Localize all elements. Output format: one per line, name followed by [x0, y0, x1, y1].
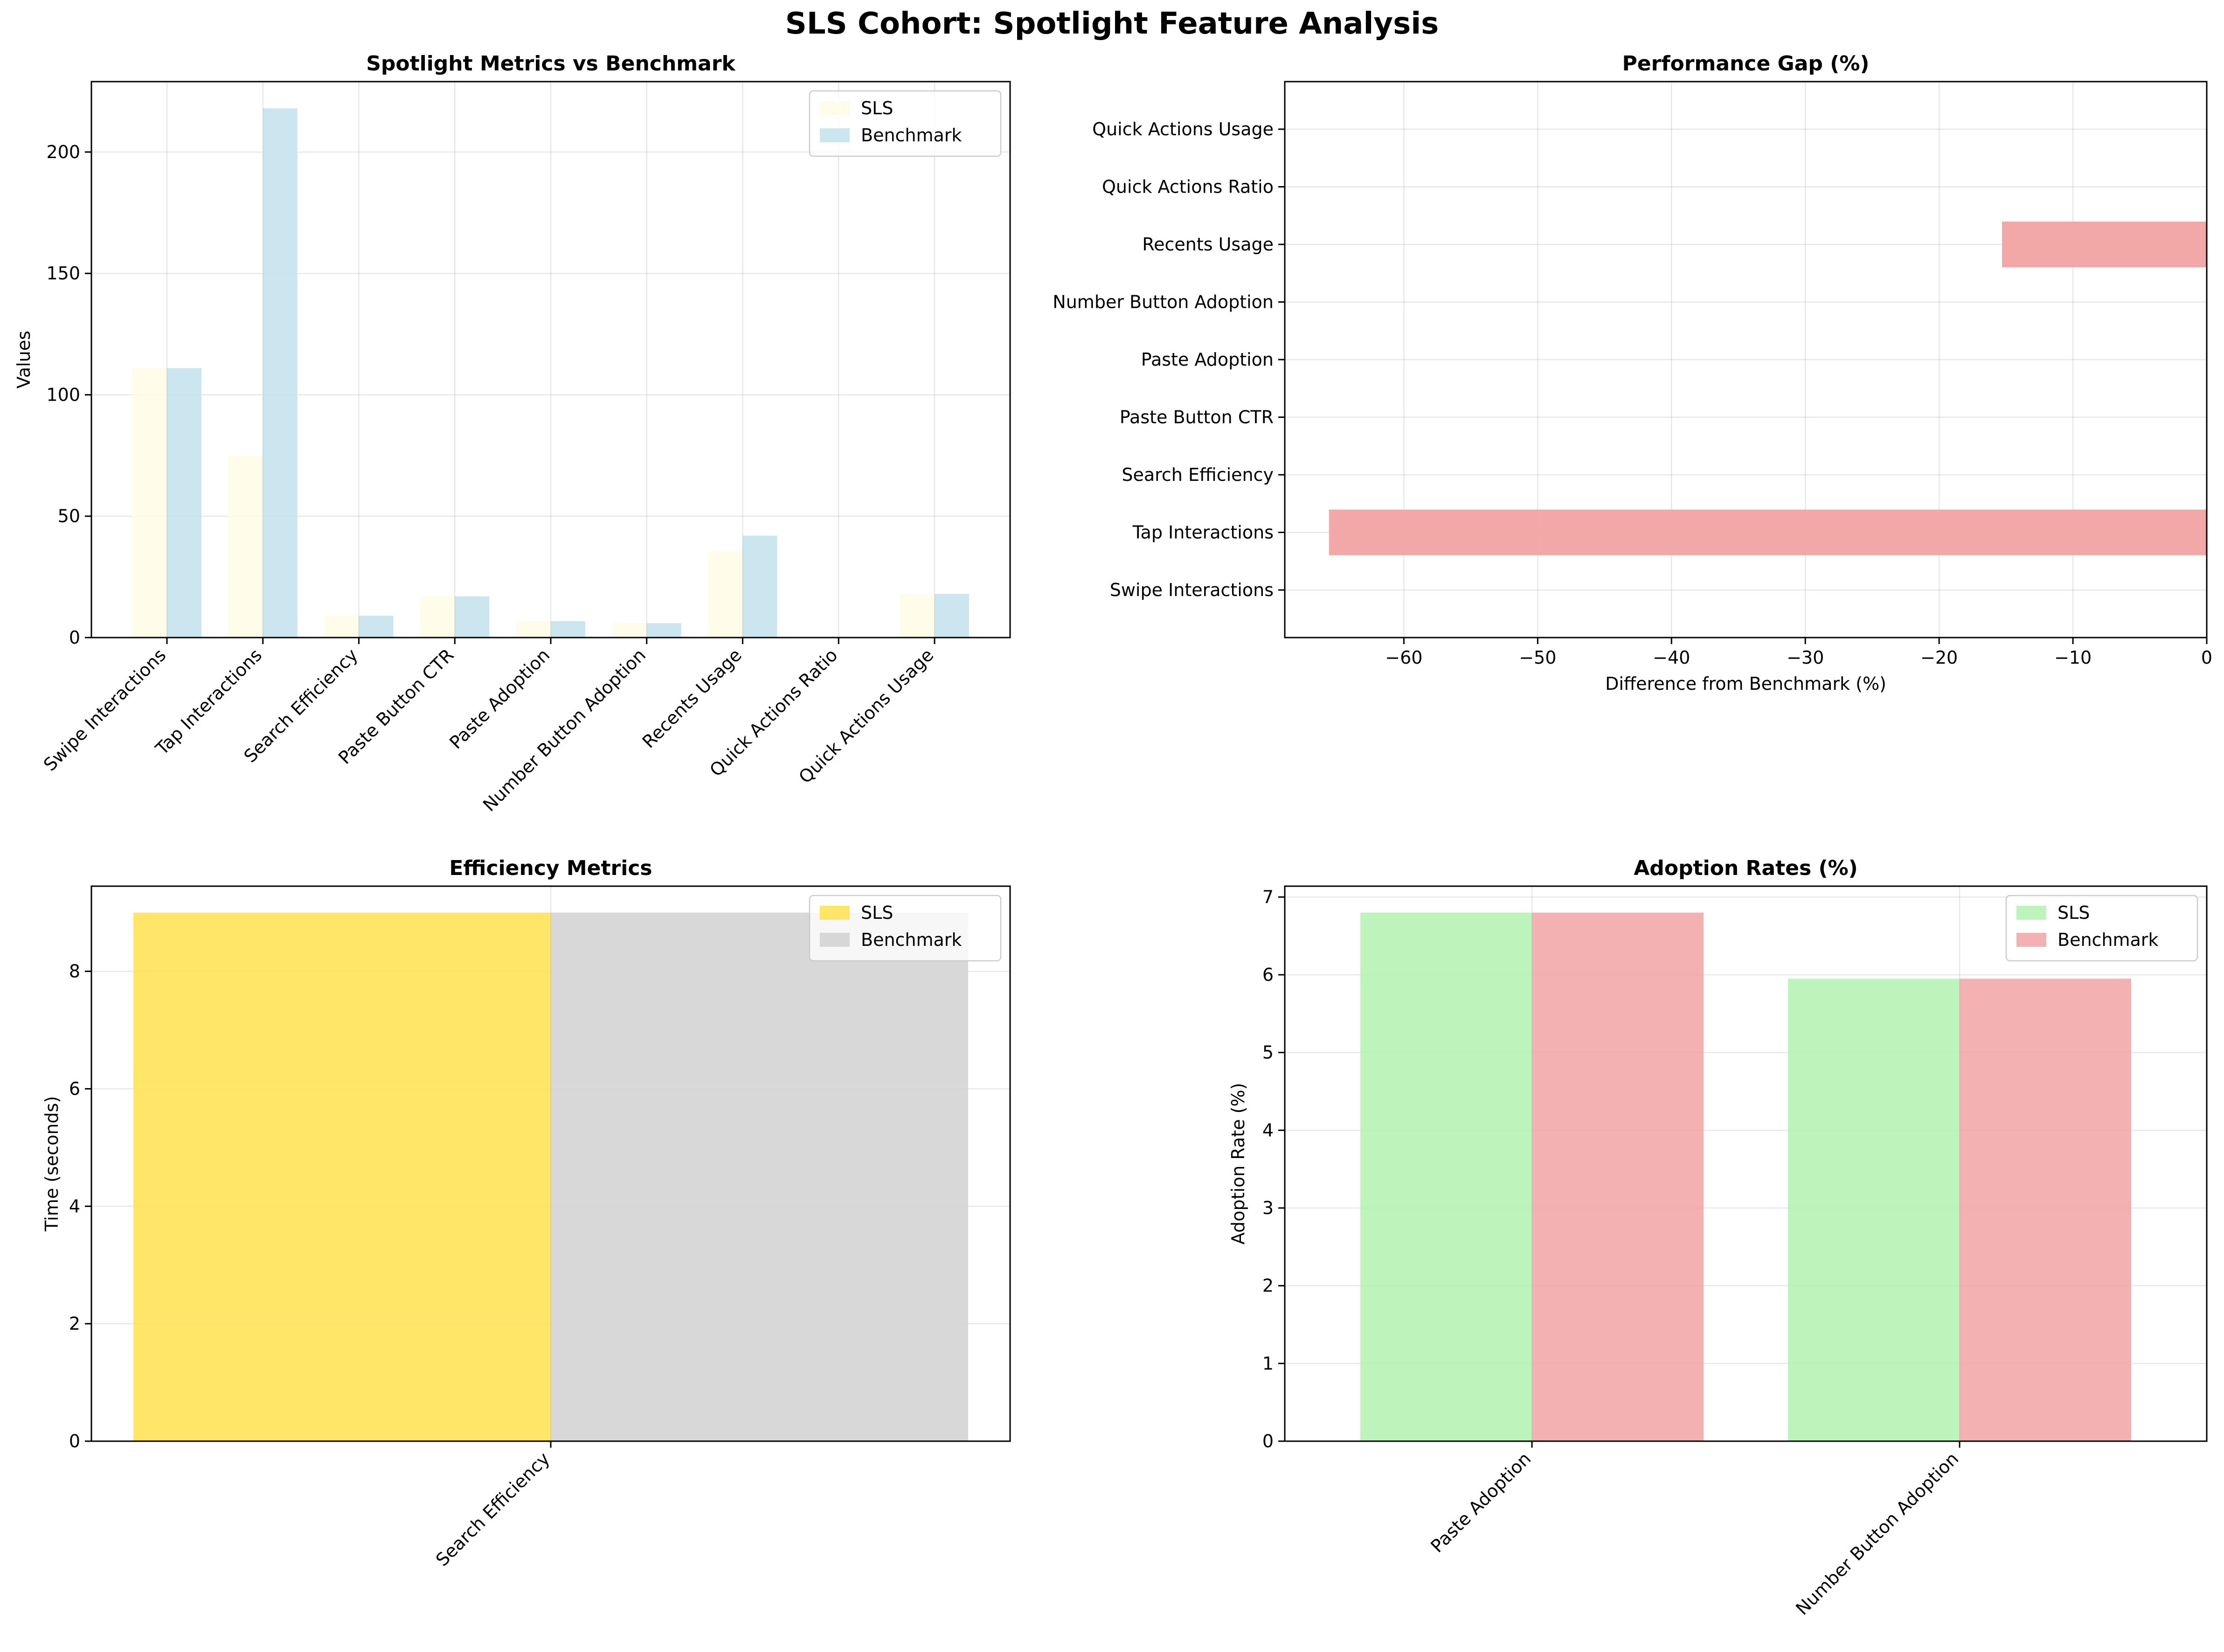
legend-swatch-benchmark	[820, 128, 850, 142]
chart-eff: 0 2 4 6 8 Search Efficiency Efficiency Metrics…	[42, 856, 1011, 1570]
gap-xtick-label: −20	[1920, 647, 1958, 668]
xtick-label-search-efficiency: Search Efficiency	[432, 1448, 554, 1570]
xtick-label-tap-interactions: Tap Interactions	[151, 645, 266, 759]
bar-sls-paste-button-ctr	[420, 596, 455, 638]
main-frame	[90, 81, 1011, 639]
xtick-label-number-button-adoption: Number Button Adoption	[1792, 1448, 1962, 1619]
main-ytick-label: 200	[46, 142, 80, 162]
eff-title: Efficiency Metrics	[449, 856, 652, 880]
legend-swatch-sls	[820, 906, 850, 920]
bar-benchmark-number-button-adoption	[646, 623, 681, 638]
ytick-label-number-button-adoption: Number Button Adoption	[1053, 292, 1274, 312]
gap-xtick-label: −30	[1787, 647, 1824, 668]
bar-benchmark-number-button-adoption	[1960, 979, 2131, 1441]
adopt-ytick-label: 2	[1262, 1276, 1274, 1296]
ytick-label-paste-adoption: Paste Adoption	[1141, 349, 1274, 370]
main-ytick-label: 50	[58, 506, 80, 527]
bar-benchmark-recents-usage	[742, 535, 777, 638]
eff-ylabel: Time (seconds)	[42, 1096, 62, 1232]
xtick-label-paste-adoption: Paste Adoption	[445, 645, 554, 753]
gap-frame	[1284, 81, 2208, 639]
chart-adopt: 0 1 2 3 4 5 6 7 Paste Adoption Number Button Adop…	[1228, 856, 2208, 1619]
bar-benchmark-swipe-interactions	[167, 368, 201, 638]
gap-title: Performance Gap (%)	[1622, 52, 1870, 76]
adopt-ytick-label: 1	[1262, 1353, 1274, 1374]
main-ytick-label: 150	[46, 263, 80, 284]
xtick-label-number-button-adoption: Number Button Adoption	[479, 645, 650, 815]
xtick-label-recents-usage: Recents Usage	[638, 645, 746, 752]
main-ytick-label: 100	[46, 384, 80, 405]
adopt-ytick-label: 3	[1262, 1198, 1274, 1218]
legend-label-sls: SLS	[2058, 902, 2090, 923]
adopt-ytick-label: 4	[1262, 1120, 1274, 1140]
eff-frame	[90, 885, 1011, 1442]
bar-sls-paste-adoption	[516, 621, 551, 638]
xtick-label-paste-adoption: Paste Adoption	[1427, 1448, 1535, 1556]
adopt-ytick-label: 0	[1262, 1431, 1274, 1451]
gap-xtick-label: −50	[1519, 647, 1556, 668]
main-ylabel: Values	[14, 331, 34, 389]
gap-xlabel: Difference from Benchmark (%)	[1605, 673, 1886, 694]
legend-label-benchmark: Benchmark	[861, 930, 962, 950]
adopt-ytick-label: 5	[1262, 1042, 1274, 1063]
main-title: Spotlight Metrics vs Benchmark	[366, 52, 736, 76]
legend-label-benchmark: Benchmark	[2058, 930, 2158, 950]
gap-xtick-label: −40	[1653, 647, 1690, 668]
legend-swatch-sls	[820, 101, 850, 115]
adopt-ylabel: Adoption Rate (%)	[1228, 1083, 1248, 1245]
ytick-label-search-efficiency: Search Efficiency	[1122, 465, 1274, 485]
bar-benchmark-quick-actions-usage	[935, 594, 969, 638]
eff-ytick-label: 6	[69, 1078, 80, 1099]
bar-sls-recents-usage	[708, 551, 743, 638]
adopt-ytick-label: 7	[1262, 887, 1274, 907]
adopt-ytick-label: 6	[1262, 965, 1274, 985]
bar-benchmark-paste-button-ctr	[455, 596, 490, 638]
legend-swatch-sls	[2016, 906, 2046, 920]
bar-sls-search-efficiency	[133, 912, 551, 1441]
bar-sls-paste-adoption	[1360, 912, 1532, 1441]
gap-bar-recents-usage	[2002, 222, 2207, 267]
eff-ytick-label: 2	[69, 1313, 80, 1334]
bar-sls-quick-actions-usage	[900, 594, 935, 638]
legend-label-sls: SLS	[861, 902, 893, 923]
bar-benchmark-paste-adoption	[551, 621, 585, 638]
legend-swatch-benchmark	[2016, 933, 2046, 947]
gap-xtick-label: 0	[2201, 647, 2212, 668]
legend-label-benchmark: Benchmark	[861, 125, 962, 146]
eff-ytick-label: 8	[69, 961, 80, 982]
gap-xtick-label: −60	[1385, 647, 1422, 668]
bar-benchmark-search-efficiency	[551, 912, 968, 1441]
eff-legend-box	[809, 895, 1002, 962]
bar-benchmark-tap-interactions	[263, 108, 298, 638]
legend-swatch-benchmark	[820, 933, 850, 947]
chart-gap: −60 −50 −40 −30 −20 −10 0 Swipe Interactions Tap…	[1053, 52, 2212, 694]
xtick-label-swipe-interactions: Swipe Interactions	[40, 645, 170, 775]
bar-sls-tap-interactions	[228, 455, 263, 638]
bar-sls-number-button-adoption	[612, 623, 647, 638]
figure-title: SLS Cohort: Spotlight Feature Analysis	[785, 7, 1439, 41]
legend-label-sls: SLS	[861, 98, 893, 118]
gap-bar-tap-interactions	[1329, 509, 2207, 555]
bar-sls-search-efficiency	[324, 616, 359, 638]
adopt-title: Adoption Rates (%)	[1634, 856, 1858, 880]
ytick-label-tap-interactions: Tap Interactions	[1132, 522, 1274, 543]
gap-xtick-label: −10	[2054, 647, 2092, 668]
bar-sls-swipe-interactions	[132, 368, 167, 638]
bar-benchmark-paste-adoption	[1532, 912, 1704, 1441]
eff-ytick-label: 4	[69, 1196, 80, 1216]
ytick-label-paste-button-ctr: Paste Button CTR	[1120, 407, 1274, 428]
main-ytick-label: 0	[69, 627, 80, 648]
adopt-legend-box	[2005, 895, 2198, 962]
adopt-frame	[1284, 885, 2208, 1442]
ytick-label-swipe-interactions: Swipe Interactions	[1110, 580, 1274, 600]
bar-sls-number-button-adoption	[1788, 979, 1960, 1441]
ytick-label-recents-usage: Recents Usage	[1142, 234, 1274, 255]
ytick-label-quick-actions-usage: Quick Actions Usage	[1092, 119, 1274, 139]
bar-benchmark-search-efficiency	[359, 616, 394, 638]
eff-ytick-label: 0	[69, 1431, 80, 1451]
main-legend-box	[809, 90, 1002, 157]
ytick-label-quick-actions-ratio: Quick Actions Ratio	[1102, 177, 1274, 197]
